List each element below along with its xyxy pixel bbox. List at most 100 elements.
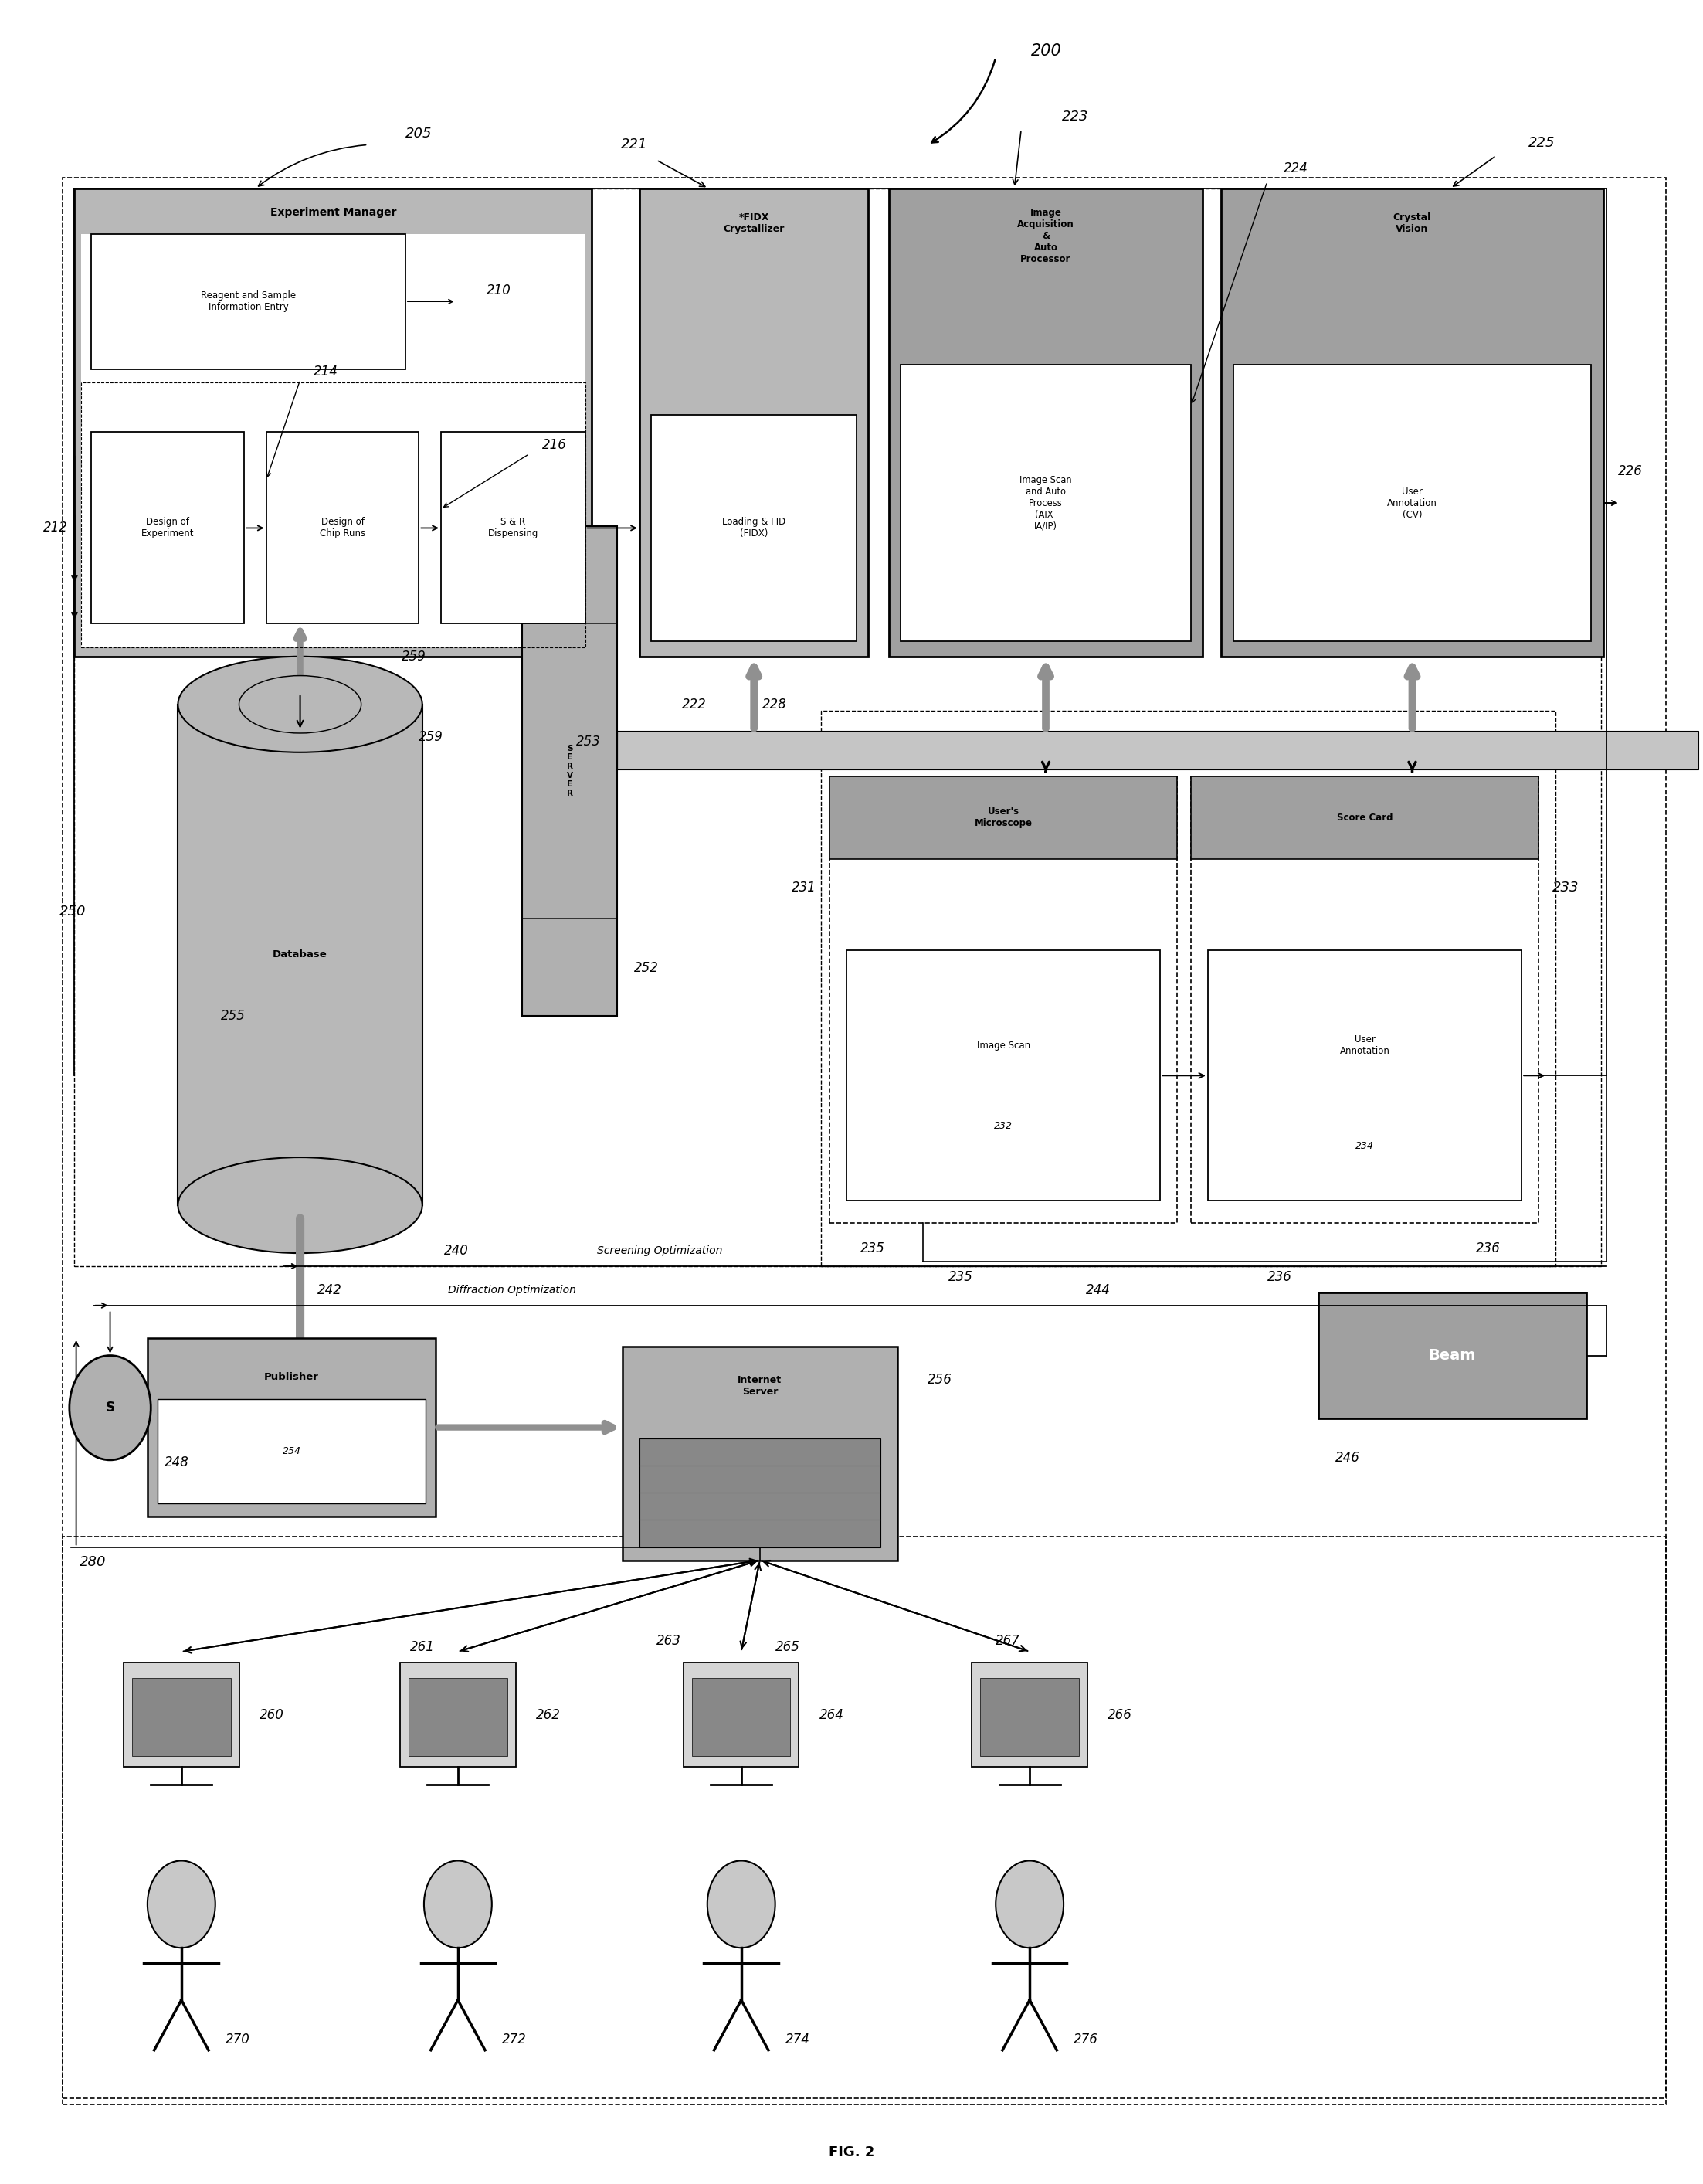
- Text: 221: 221: [622, 138, 647, 151]
- Bar: [1233, 365, 1591, 642]
- Text: 259: 259: [402, 649, 426, 664]
- Bar: [1221, 188, 1603, 657]
- Text: 274: 274: [785, 2033, 811, 2046]
- Text: 256: 256: [928, 1372, 952, 1387]
- Text: Score Card: Score Card: [1337, 812, 1393, 823]
- Text: 226: 226: [1618, 465, 1643, 478]
- Bar: [179, 705, 422, 1206]
- Text: 263: 263: [656, 1634, 681, 1647]
- Bar: [400, 1662, 516, 1767]
- Bar: [523, 526, 618, 1016]
- Text: 250: 250: [60, 904, 85, 917]
- Text: User
Annotation: User Annotation: [1340, 1035, 1390, 1057]
- Text: 210: 210: [487, 284, 511, 297]
- Text: 236: 236: [1267, 1271, 1293, 1284]
- Text: Design of
Experiment: Design of Experiment: [141, 518, 194, 539]
- Bar: [1190, 775, 1538, 1223]
- Text: 270: 270: [225, 2033, 250, 2046]
- Text: Crystal
Vision: Crystal Vision: [1393, 212, 1431, 234]
- Text: Internet
Server: Internet Server: [737, 1376, 782, 1398]
- Bar: [1190, 775, 1538, 858]
- Text: S & R
Dispensing: S & R Dispensing: [487, 518, 538, 539]
- Text: Diffraction Optimization: Diffraction Optimization: [448, 1284, 576, 1295]
- Bar: [889, 188, 1202, 657]
- Bar: [63, 177, 1666, 2105]
- Text: 248: 248: [165, 1455, 189, 1470]
- Bar: [124, 1662, 238, 1767]
- Text: Image Scan: Image Scan: [976, 1040, 1030, 1051]
- Text: 264: 264: [819, 1708, 845, 1721]
- Text: 236: 236: [1477, 1243, 1500, 1256]
- Text: 216: 216: [542, 439, 567, 452]
- Circle shape: [148, 1861, 215, 1948]
- Bar: [846, 950, 1160, 1201]
- Bar: [75, 188, 1601, 1267]
- Bar: [63, 1535, 1666, 2099]
- Bar: [981, 1677, 1078, 1756]
- Ellipse shape: [179, 657, 422, 751]
- Circle shape: [707, 1861, 775, 1948]
- Text: 228: 228: [763, 697, 787, 712]
- Bar: [651, 415, 857, 642]
- Text: Image Scan
and Auto
Process
(AIX-
IA/IP): Image Scan and Auto Process (AIX- IA/IP): [1020, 474, 1071, 531]
- Bar: [623, 1348, 897, 1559]
- Bar: [92, 432, 244, 625]
- Text: Publisher: Publisher: [264, 1372, 318, 1382]
- Text: 244: 244: [1085, 1284, 1110, 1297]
- Bar: [683, 1662, 799, 1767]
- Bar: [829, 775, 1177, 858]
- Text: 235: 235: [949, 1271, 972, 1284]
- Bar: [972, 1662, 1087, 1767]
- Text: 212: 212: [43, 522, 68, 535]
- Text: 224: 224: [1284, 162, 1308, 175]
- Bar: [409, 1677, 507, 1756]
- Text: 280: 280: [80, 1555, 106, 1570]
- Text: 231: 231: [792, 880, 816, 895]
- Text: FIG. 2: FIG. 2: [829, 2145, 874, 2160]
- Bar: [158, 1400, 426, 1503]
- Bar: [829, 775, 1177, 1223]
- Text: 205: 205: [405, 127, 433, 140]
- Bar: [639, 1439, 880, 1546]
- Text: 214: 214: [313, 365, 337, 378]
- Text: 252: 252: [634, 961, 659, 974]
- Text: 240: 240: [444, 1245, 468, 1258]
- Bar: [821, 712, 1555, 1267]
- Text: 200: 200: [1032, 44, 1063, 59]
- Text: Experiment Manager: Experiment Manager: [271, 207, 397, 218]
- Text: 242: 242: [317, 1284, 342, 1297]
- Bar: [148, 1339, 436, 1516]
- Text: 232: 232: [995, 1120, 1013, 1131]
- Bar: [266, 432, 419, 625]
- Bar: [1207, 950, 1522, 1201]
- Text: 222: 222: [681, 697, 707, 712]
- Text: User's
Microscope: User's Microscope: [974, 806, 1032, 828]
- Bar: [639, 188, 869, 657]
- Circle shape: [424, 1861, 492, 1948]
- Circle shape: [996, 1861, 1064, 1948]
- Text: *FIDX
Crystallizer: *FIDX Crystallizer: [724, 212, 785, 234]
- Text: Database: Database: [272, 950, 327, 959]
- Bar: [82, 234, 586, 649]
- Text: 267: 267: [996, 1634, 1020, 1647]
- Text: 225: 225: [1529, 135, 1555, 149]
- Bar: [133, 1677, 230, 1756]
- Text: User
Annotation
(CV): User Annotation (CV): [1388, 487, 1437, 520]
- Text: Reagent and Sample
Information Entry: Reagent and Sample Information Entry: [201, 290, 296, 312]
- Bar: [618, 729, 1698, 769]
- Text: 262: 262: [536, 1708, 560, 1721]
- Bar: [82, 382, 586, 649]
- Bar: [901, 365, 1190, 642]
- Text: 223: 223: [1063, 109, 1088, 124]
- Circle shape: [70, 1356, 152, 1461]
- Text: Beam: Beam: [1429, 1348, 1477, 1363]
- Text: 260: 260: [259, 1708, 284, 1721]
- Text: Loading & FID
(FIDX): Loading & FID (FIDX): [722, 518, 785, 539]
- Bar: [1318, 1293, 1585, 1420]
- Bar: [75, 188, 593, 657]
- Text: 233: 233: [1551, 880, 1579, 895]
- Text: 235: 235: [860, 1243, 884, 1256]
- Text: 234: 234: [1356, 1140, 1374, 1151]
- Text: S: S: [106, 1400, 114, 1415]
- Text: 261: 261: [410, 1640, 434, 1653]
